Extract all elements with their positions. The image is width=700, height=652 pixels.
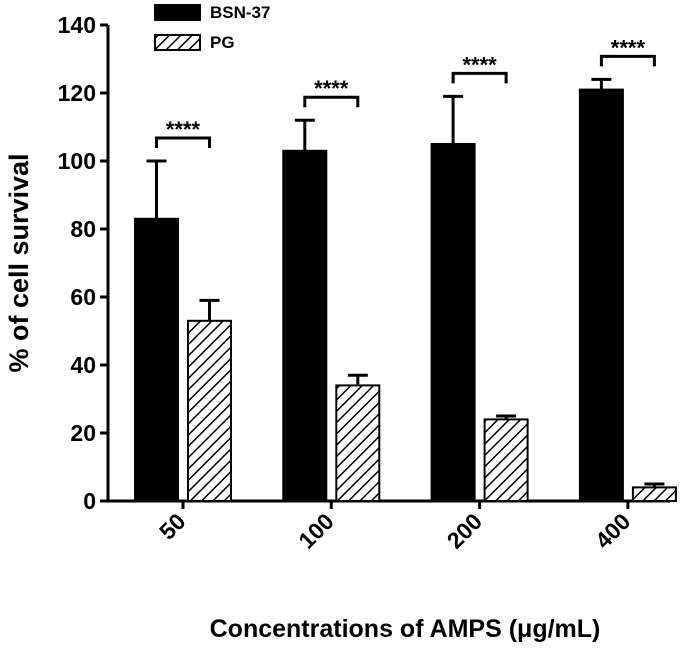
y-tick-label: 100 <box>58 148 96 174</box>
bar <box>187 319 232 502</box>
bar <box>335 384 381 502</box>
error-bar <box>199 298 220 321</box>
significance-label: **** <box>611 35 646 60</box>
significance-bracket <box>155 136 211 148</box>
error-bar <box>294 118 315 151</box>
significance-label: **** <box>166 117 201 142</box>
bar <box>483 418 529 502</box>
x-tick-label: 50 <box>154 508 190 544</box>
bar <box>430 143 476 502</box>
y-tick-label: 120 <box>58 80 96 106</box>
error-bar <box>496 414 517 420</box>
legend-swatch <box>154 4 201 21</box>
significance-bracket <box>303 95 360 108</box>
y-tick-label: 140 <box>58 12 96 38</box>
error-bar <box>146 159 167 219</box>
significance-bracket <box>451 71 508 84</box>
significance-label: **** <box>314 76 349 101</box>
x-axis-label: Concentrations of AMPS (μg/mL) <box>210 615 601 643</box>
legend-label: PG <box>210 33 235 52</box>
y-tick-label: 80 <box>70 216 96 242</box>
x-tick-label: 100 <box>293 508 339 554</box>
y-axis-label: % of cell survival <box>4 153 34 372</box>
legend-swatch <box>154 34 201 51</box>
error-bar <box>443 94 464 144</box>
significance-label: **** <box>462 52 497 77</box>
bar <box>134 217 179 503</box>
y-tick-label: 40 <box>70 352 96 378</box>
bar <box>282 149 328 503</box>
error-bar <box>347 373 368 386</box>
y-tick-label: 0 <box>83 488 96 514</box>
bar <box>631 486 677 502</box>
legend-label: BSN-37 <box>210 3 270 22</box>
significance-bracket <box>599 54 656 67</box>
error-bar <box>644 482 665 488</box>
bar <box>578 88 624 502</box>
x-tick-label: 200 <box>442 508 488 554</box>
error-bar <box>591 77 612 90</box>
x-tick-label: 400 <box>590 508 636 554</box>
y-tick-label: 20 <box>70 420 96 446</box>
y-tick-label: 60 <box>70 284 96 310</box>
